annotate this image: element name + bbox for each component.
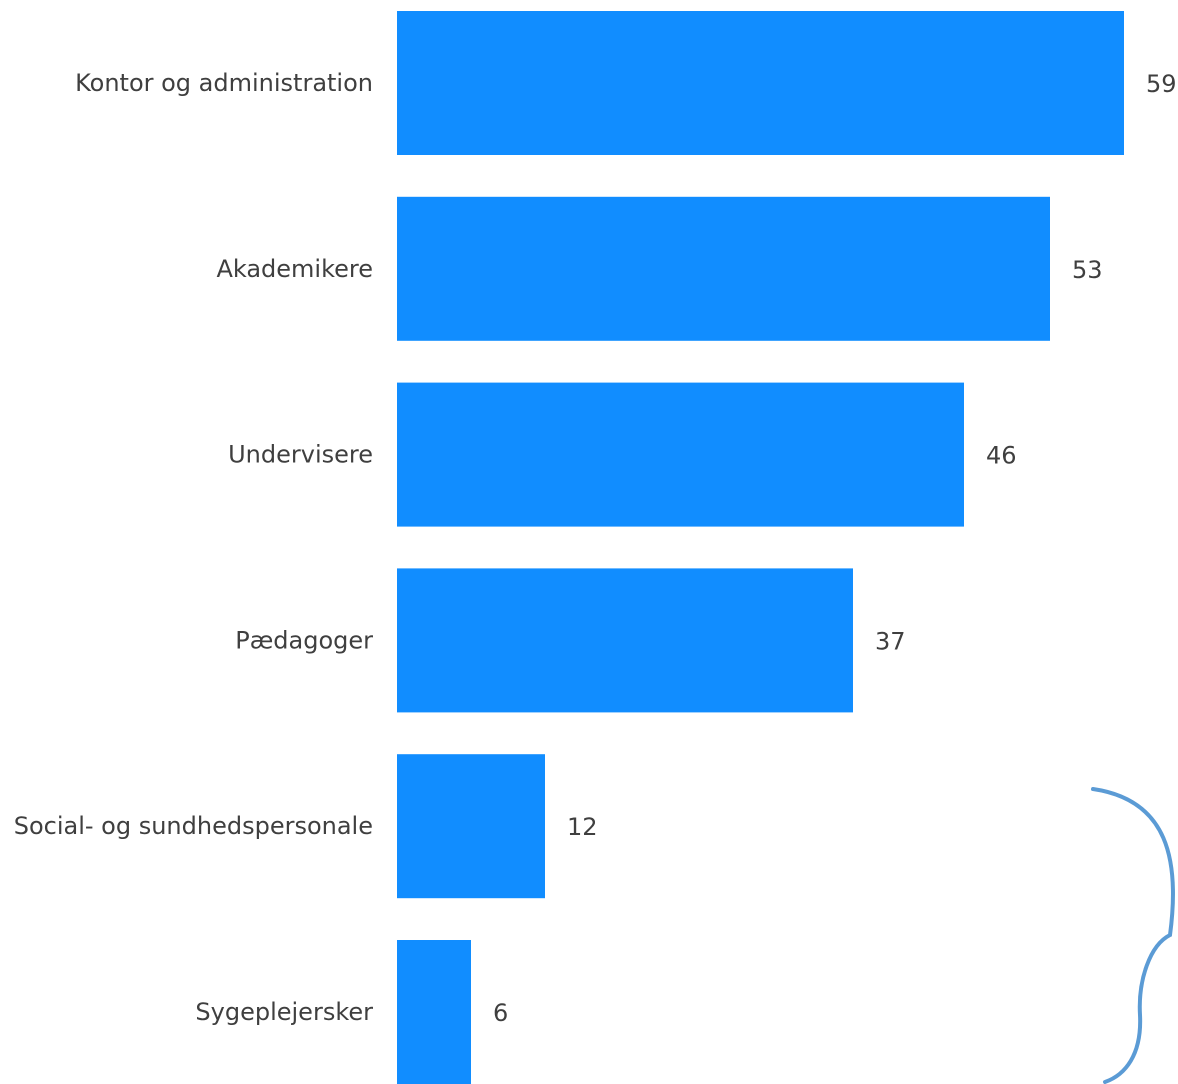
value-label-social-og-sundhedspersonale: 12 xyxy=(567,813,598,841)
bar-social-og-sundhedspersonale xyxy=(397,754,545,899)
bar-paedagoger xyxy=(397,568,853,713)
bar-akademikere xyxy=(397,196,1050,341)
value-label-paedagoger: 37 xyxy=(875,627,906,655)
bar-kontor-og-administration xyxy=(397,11,1124,155)
category-labels: Kontor og administration Akademikere Under… xyxy=(14,69,373,1026)
bar-sygeplejersker xyxy=(397,940,471,1084)
value-label-undervisere: 46 xyxy=(986,442,1017,470)
value-label-akademikere: 53 xyxy=(1072,256,1103,284)
curly-brace-annotation xyxy=(1091,787,1176,1084)
value-labels: 59 53 46 37 12 6 xyxy=(493,70,1177,1027)
category-label-akademikere: Akademikere xyxy=(216,255,373,283)
bars xyxy=(397,11,1124,1084)
value-label-kontor-og-administration: 59 xyxy=(1146,70,1177,98)
category-label-social-og-sundhedspersonale: Social- og sundhedspersonale xyxy=(14,812,373,840)
category-label-sygeplejersker: Sygeplejersker xyxy=(195,998,373,1026)
value-label-sygeplejersker: 6 xyxy=(493,999,508,1027)
category-label-paedagoger: Pædagoger xyxy=(235,626,373,654)
category-label-kontor-og-administration: Kontor og administration xyxy=(75,69,373,97)
bar-undervisere xyxy=(397,382,964,527)
category-label-undervisere: Undervisere xyxy=(228,441,373,469)
